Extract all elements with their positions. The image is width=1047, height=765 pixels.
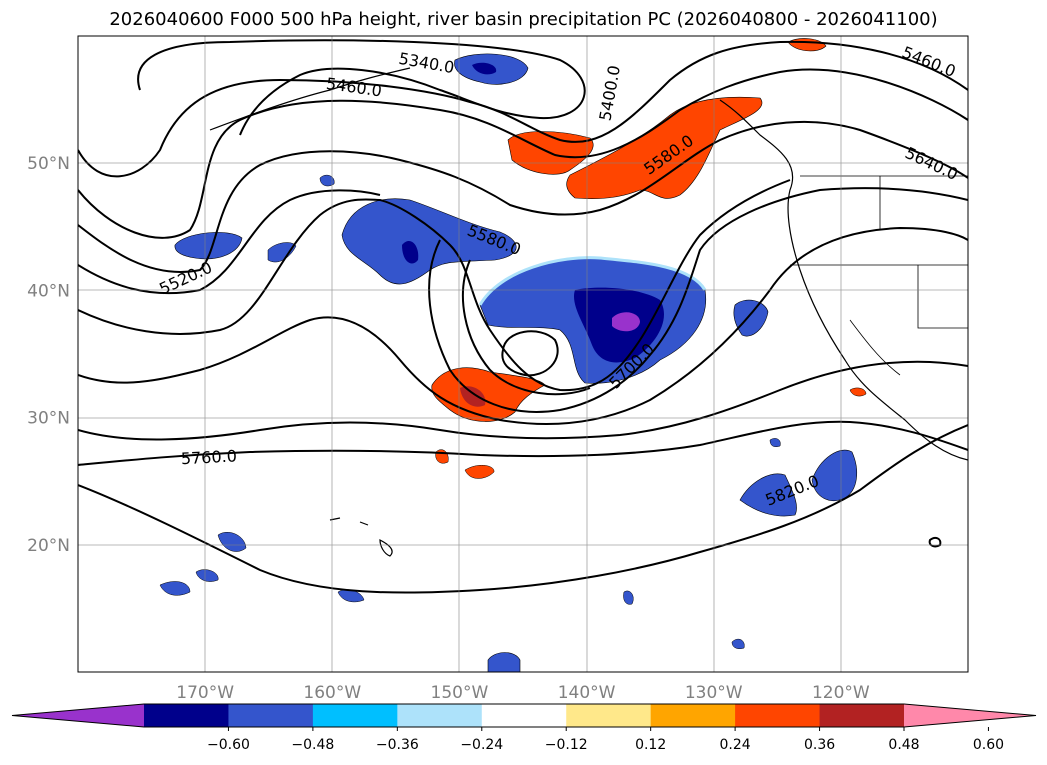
precip-blob-northeast-far bbox=[787, 38, 827, 52]
colorbar-segment bbox=[735, 704, 821, 727]
latitude-tick-label: 30°N bbox=[27, 409, 70, 429]
hawaii-islands bbox=[329, 517, 393, 557]
colorbar-segment bbox=[144, 704, 229, 727]
contour-line bbox=[428, 187, 968, 413]
contour-line bbox=[78, 40, 968, 178]
colorbar-tick-label: −0.24 bbox=[460, 737, 503, 753]
map-title: 2026040600 F000 500 hPa height, river ba… bbox=[109, 9, 938, 30]
colorbar-tick-label: −0.36 bbox=[376, 737, 419, 753]
colorbar-tick-label: 0.36 bbox=[804, 737, 835, 753]
precip-blob-central-purple bbox=[612, 312, 640, 332]
colorbar-extend-high bbox=[904, 704, 1036, 727]
colorbar-segment bbox=[481, 704, 567, 727]
latitude-tick-label: 40°N bbox=[27, 281, 70, 301]
colorbar-tick-label: 0.60 bbox=[973, 737, 1004, 753]
colorbar-tick-label: 0.48 bbox=[888, 737, 919, 753]
contour-line bbox=[461, 259, 591, 396]
height-contour-label: 5640.0 bbox=[902, 143, 961, 184]
longitude-tick-label: 150°W bbox=[431, 683, 489, 703]
precip-blob-southeast-blue-2 bbox=[811, 449, 858, 501]
colorbar-segment bbox=[312, 704, 398, 727]
latitude-labels: 50°N 40°N 30°N 20°N bbox=[27, 154, 70, 556]
longitude-tick-label: 140°W bbox=[558, 683, 616, 703]
coastlines bbox=[209, 67, 968, 557]
colorbar: −0.60 −0.48 −0.36 −0.24 −0.12 0.12 0.24 0.36 0.4… bbox=[11, 703, 1037, 753]
state-borders bbox=[790, 175, 968, 376]
precip-blob-north-navy bbox=[402, 240, 419, 264]
contour-line bbox=[78, 226, 968, 425]
colorbar-segment bbox=[397, 704, 483, 727]
colorbar-outline bbox=[11, 703, 1037, 728]
colorbar-tick-label: 0.12 bbox=[635, 737, 666, 753]
colorbar-tick-label: 0.24 bbox=[720, 737, 751, 753]
precip-blob-north-blue bbox=[341, 198, 517, 285]
longitude-tick-label: 120°W bbox=[812, 683, 870, 703]
longitude-tick-label: 170°W bbox=[176, 683, 234, 703]
height-contour-label: 5340.0 bbox=[397, 49, 455, 77]
contour-line bbox=[501, 330, 559, 377]
colorbar-segment bbox=[566, 704, 652, 727]
longitude-tick-label: 160°W bbox=[303, 683, 361, 703]
contour-line bbox=[137, 39, 586, 136]
height-contours bbox=[78, 39, 968, 594]
height-contour-label: 5760.0 bbox=[180, 446, 237, 468]
height-contour-label: 5460.0 bbox=[325, 74, 383, 101]
longitude-tick-label: 130°W bbox=[685, 683, 743, 703]
contour-line bbox=[78, 360, 968, 441]
height-contour-label: 5460.0 bbox=[899, 42, 958, 81]
precip-blob-southeast-blue bbox=[739, 473, 797, 517]
colorbar-tick-label: −0.12 bbox=[545, 737, 588, 753]
contour-line bbox=[78, 420, 968, 466]
precip-blob-light-blue-edge bbox=[478, 256, 707, 306]
plot-frame bbox=[77, 35, 969, 673]
contour-line bbox=[78, 120, 968, 273]
colorbar-segment bbox=[819, 704, 905, 727]
latitude-tick-label: 50°N bbox=[27, 154, 70, 174]
contour-line bbox=[78, 68, 968, 239]
colorbar-extend-low bbox=[12, 704, 144, 727]
colorbar-segment bbox=[228, 704, 314, 727]
height-contour-label: 5400.0 bbox=[596, 64, 624, 122]
precip-shading bbox=[159, 38, 867, 672]
colorbar-segment bbox=[650, 704, 736, 727]
graticule bbox=[78, 36, 968, 672]
contour-line bbox=[78, 179, 791, 392]
colorbar-tick-label: −0.48 bbox=[291, 737, 334, 753]
latitude-tick-label: 20°N bbox=[27, 536, 70, 556]
coastline-alaska-peninsula bbox=[209, 67, 411, 131]
contour-line bbox=[78, 424, 968, 594]
longitude-labels: 170°W 160°W 150°W 140°W 130°W 120°W bbox=[176, 683, 870, 703]
colorbar-tick-label: −0.60 bbox=[207, 737, 250, 753]
coastline-north-america bbox=[719, 99, 968, 461]
